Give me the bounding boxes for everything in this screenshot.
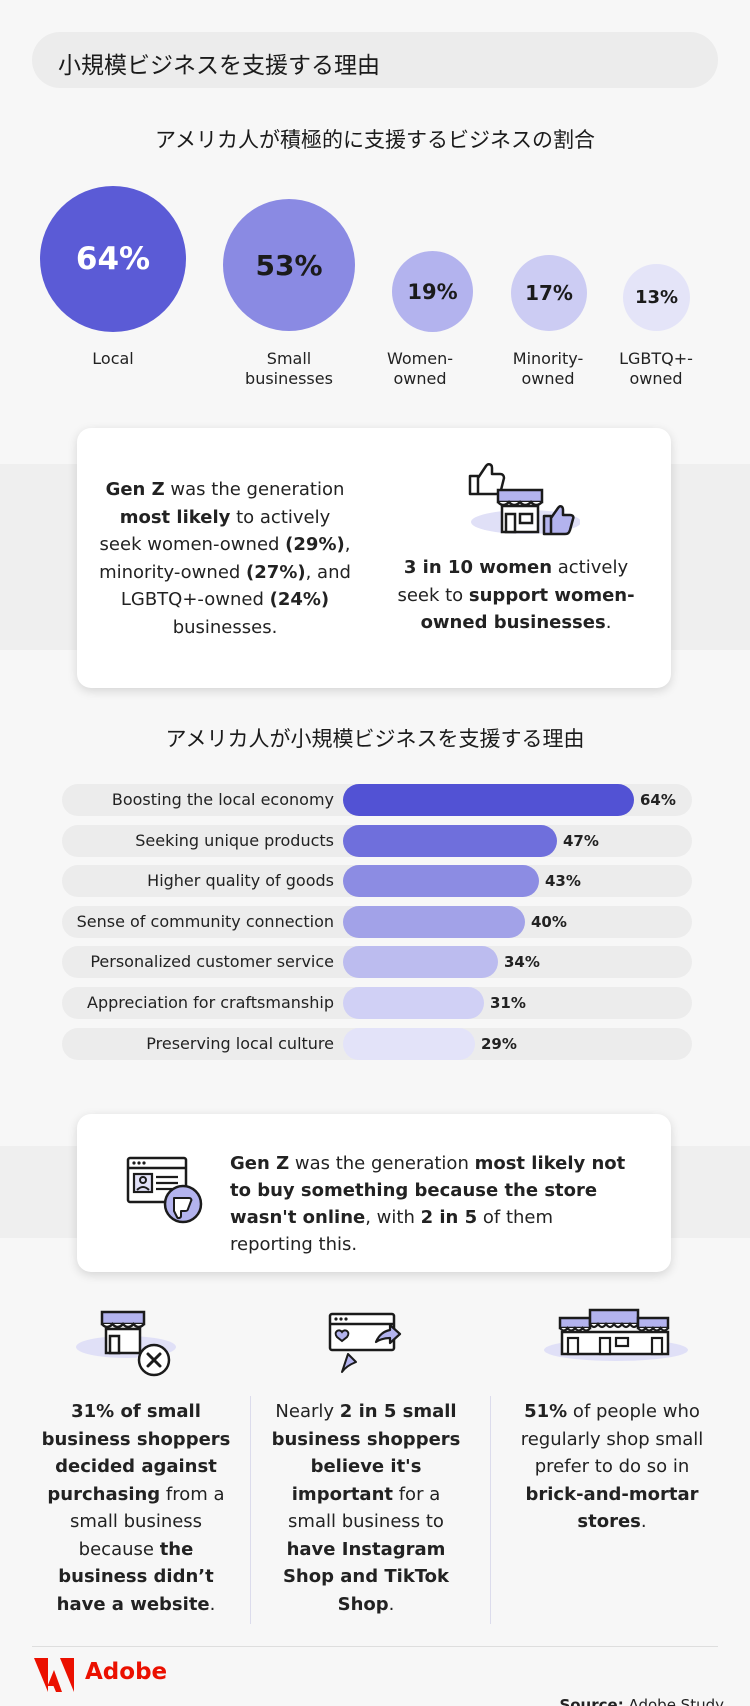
footer-divider [32, 1646, 718, 1647]
bar-label: Personalized customer service [90, 952, 334, 971]
bar-value: 47% [563, 832, 599, 850]
circle-label-women-owned: Women- owned [355, 349, 485, 389]
bar-value: 43% [545, 872, 581, 890]
bar-fill [343, 987, 484, 1019]
bar-label: Seeking unique products [135, 831, 334, 850]
adobe-logo-icon [34, 1658, 74, 1692]
circle-label-line: Local [92, 349, 134, 368]
circle-label-minority-owned: Minority- owned [483, 349, 613, 389]
circle-value: 17% [525, 281, 573, 305]
not-online-text: Gen Z was the generation most likely not… [230, 1153, 626, 1255]
circle-value: 13% [634, 287, 679, 308]
bar-label: Sense of community connection [76, 912, 334, 931]
column-divider [250, 1396, 251, 1624]
circle-small-businesses: 53% [223, 199, 355, 331]
bar-value: 31% [490, 994, 526, 1012]
circle-label-line: Small [266, 349, 312, 368]
brand-name: Adobe [85, 1659, 168, 1685]
circle-label-line: LGBTQ+- [619, 349, 693, 368]
bar-value: 34% [504, 953, 540, 971]
gen-z-seek-text: Gen Z was the generation most likely to … [99, 479, 351, 638]
circle-value: 64% [75, 241, 151, 277]
circle-lgbtq-owned: 13% [623, 264, 690, 331]
circle-label-line: owned [629, 369, 683, 388]
social-shop-icon [328, 1312, 402, 1373]
column-divider [490, 1396, 491, 1624]
circle-local: 64% [40, 186, 186, 332]
reasons-heading: アメリカ人が小規模ビジネスを支援する理由 [165, 727, 585, 751]
bar-label: Higher quality of goods [147, 871, 334, 890]
brick-and-mortar-text: 51% of people who regularly shop small p… [520, 1401, 704, 1532]
bar-fill [343, 865, 539, 897]
bar-label: Boosting the local economy [111, 790, 334, 809]
circle-label-local: Local [48, 349, 178, 369]
circle-label-lgbtq-owned: LGBTQ+- owned [591, 349, 721, 389]
circle-label-small-businesses: Small businesses [224, 349, 354, 389]
gen-z-card [77, 428, 671, 688]
bar-value: 29% [481, 1035, 517, 1053]
bar-fill [343, 906, 525, 938]
women-support-text: 3 in 10 women actively seek to support w… [397, 557, 635, 633]
circle-value: 53% [255, 248, 323, 282]
bar-fill [343, 784, 634, 816]
social-shop-text: Nearly 2 in 5 small business shoppers be… [271, 1401, 461, 1615]
circle-label-line: Minority- [512, 349, 584, 368]
title-pill: 小規模ビジネスを支援する理由 [32, 32, 718, 88]
bar-fill [343, 1028, 475, 1060]
browser-thumbs-down-icon [126, 1156, 203, 1224]
page-title: 小規模ビジネスを支援する理由 [58, 53, 380, 79]
circle-value: 19% [407, 279, 458, 304]
circle-label-line: owned [393, 369, 447, 388]
circle-women-owned: 19% [392, 251, 473, 332]
storefronts-icon [544, 1308, 688, 1361]
circle-label-line: Women- [386, 349, 453, 368]
bar-value: 40% [531, 913, 567, 931]
source-credit: Source: Adobe Study [559, 1696, 724, 1706]
bar-label: Preserving local culture [146, 1034, 334, 1053]
circle-label-line: businesses [245, 369, 333, 388]
bar-label: Appreciation for craftsmanship [87, 993, 334, 1012]
bar-fill [343, 946, 498, 978]
no-website-text: 31% of small business shoppers decided a… [41, 1401, 231, 1615]
bar-fill [343, 825, 557, 857]
store-x-icon [76, 1310, 176, 1377]
circle-label-line: owned [521, 369, 575, 388]
store-thumbs-up-icon [468, 463, 580, 536]
circle-minority-owned: 17% [511, 255, 587, 331]
bar-value: 64% [640, 791, 676, 809]
circles-heading: アメリカ人が積極的に支援するビジネスの割合 [155, 128, 595, 152]
